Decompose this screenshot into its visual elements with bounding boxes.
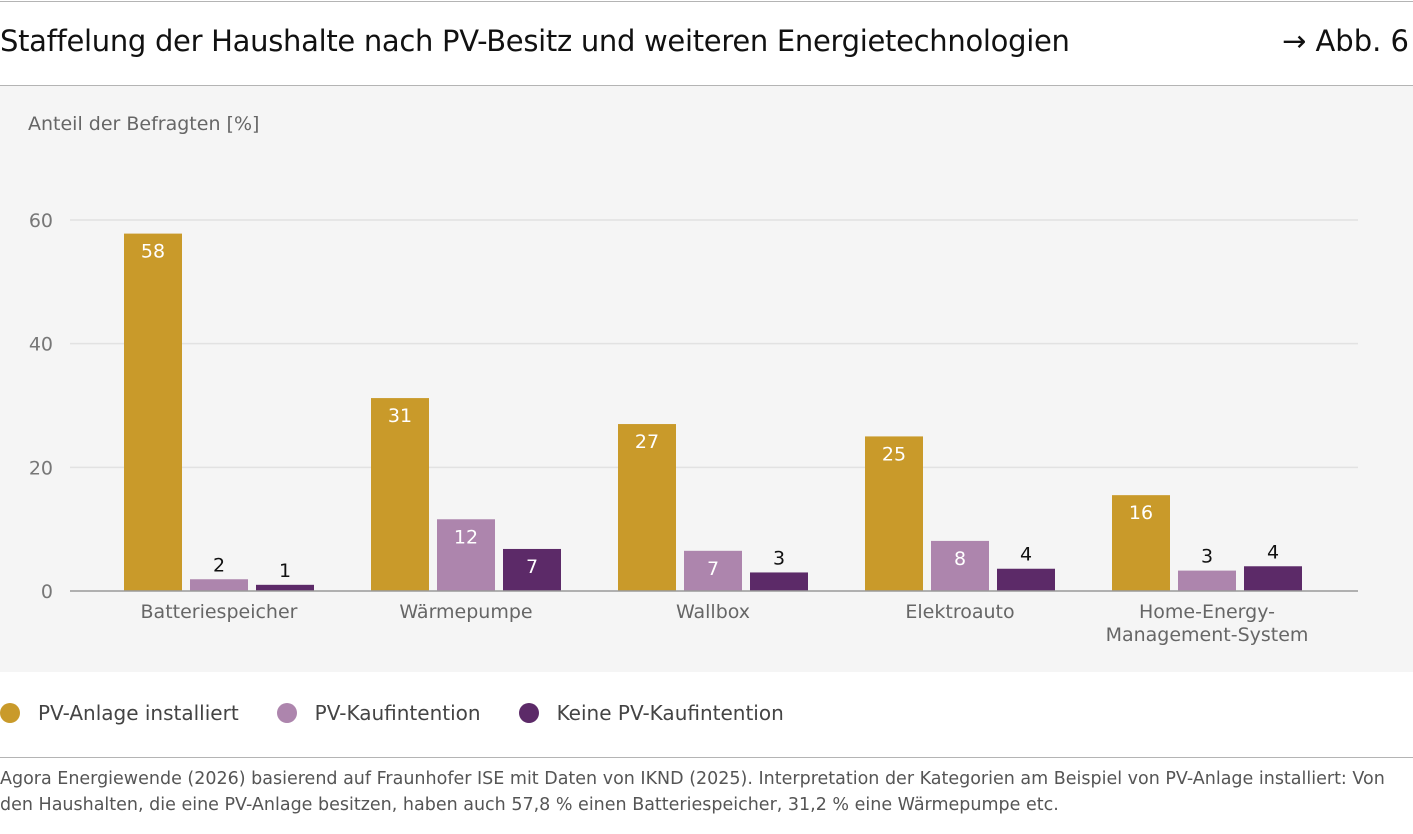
bar bbox=[684, 550, 742, 591]
bar-value-label: 3 bbox=[773, 547, 785, 569]
bar-value-label: 16 bbox=[1129, 502, 1153, 524]
legend-label: PV-Anlage installiert bbox=[38, 701, 239, 725]
legend-item: PV-Kaufintention bbox=[276, 701, 481, 725]
bar-value-label: 31 bbox=[388, 405, 412, 427]
title-rule bbox=[0, 85, 1413, 86]
bar bbox=[1112, 495, 1170, 591]
chart-title: Staffelung der Haushalte nach PV-Besitz … bbox=[0, 24, 1070, 58]
legend: PV-Anlage installiert PV-Kaufintention Kei… bbox=[0, 700, 822, 726]
bar-value-label: 2 bbox=[213, 554, 225, 576]
legend-label: Keine PV-Kaufintention bbox=[556, 701, 784, 725]
bar-value-label: 1 bbox=[279, 560, 291, 582]
bar bbox=[437, 519, 495, 591]
legend-swatch bbox=[518, 703, 539, 723]
bar bbox=[618, 424, 676, 591]
legend-item: Keine PV-Kaufintention bbox=[518, 701, 784, 725]
bar bbox=[371, 398, 429, 591]
bar-value-label: 27 bbox=[635, 431, 659, 453]
bar-value-label: 4 bbox=[1020, 544, 1032, 566]
x-tick-label: Elektroauto bbox=[905, 601, 1014, 623]
legend-swatch bbox=[0, 703, 20, 723]
y-tick-label: 60 bbox=[29, 210, 53, 232]
bar bbox=[865, 436, 923, 591]
x-tick-label: Wallbox bbox=[676, 601, 750, 623]
bar-value-label: 4 bbox=[1267, 541, 1279, 563]
bar bbox=[750, 572, 808, 591]
bar bbox=[997, 568, 1055, 591]
bar bbox=[1178, 570, 1236, 591]
bar bbox=[124, 233, 182, 591]
bar bbox=[503, 548, 561, 591]
x-tick-label: Home-Energy- bbox=[1139, 601, 1275, 623]
top-rule bbox=[0, 1, 1413, 2]
y-axis-label: Anteil der Befragten [%] bbox=[28, 113, 259, 135]
bar-value-label: 8 bbox=[954, 548, 966, 570]
x-tick-label: Wärmepumpe bbox=[399, 601, 532, 623]
y-tick-label: 0 bbox=[41, 581, 53, 603]
bar-chart: Anteil der Befragten [%]0204060583127251… bbox=[28, 113, 1358, 646]
source-note: Agora Energiewende (2026) basierend auf … bbox=[0, 769, 1385, 815]
legend-swatch bbox=[276, 703, 297, 723]
figure-reference: → Abb. 6 bbox=[1281, 24, 1409, 58]
legend-label: PV-Kaufintention bbox=[314, 701, 481, 725]
bar bbox=[931, 540, 989, 591]
bar bbox=[190, 579, 248, 591]
legend-item: PV-Anlage installiert bbox=[0, 701, 239, 725]
bar-value-label: 25 bbox=[882, 443, 906, 465]
bar-value-label: 12 bbox=[454, 526, 478, 548]
bar-value-label: 7 bbox=[707, 558, 719, 580]
y-tick-label: 20 bbox=[29, 457, 53, 479]
y-tick-label: 40 bbox=[29, 334, 53, 356]
bar bbox=[256, 584, 314, 591]
bar bbox=[1244, 566, 1302, 591]
bar-value-label: 58 bbox=[141, 241, 165, 263]
bar-value-label: 7 bbox=[526, 556, 538, 578]
bar-value-label: 3 bbox=[1201, 546, 1213, 568]
x-tick-label: Batteriespeicher bbox=[141, 601, 298, 623]
source-rule bbox=[0, 757, 1413, 758]
x-tick-label: Management-System bbox=[1106, 624, 1309, 646]
